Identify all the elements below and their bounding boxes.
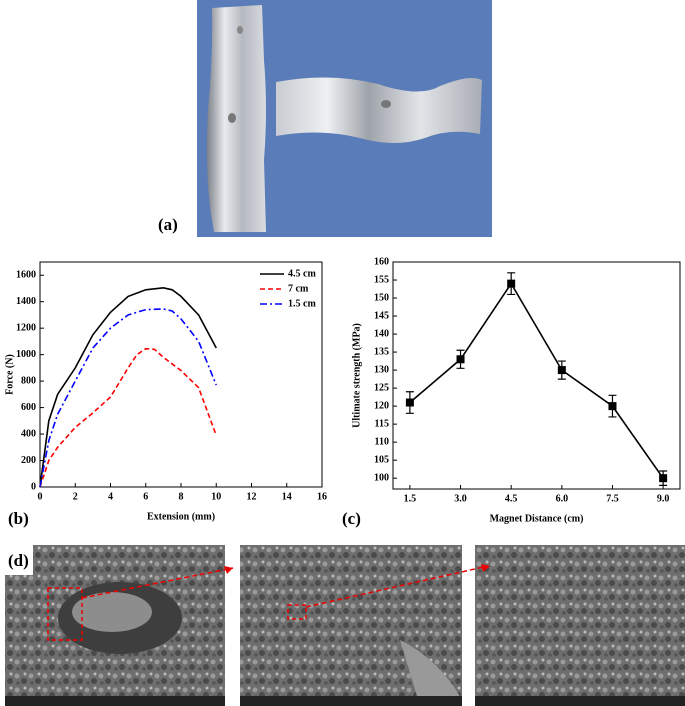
y-tick-label: 155 (374, 274, 389, 285)
x-tick-label: 1.5 (404, 493, 417, 504)
panel-label: (b) (8, 509, 29, 528)
x-axis-label: Extension (mm) (147, 511, 215, 522)
point (405, 398, 414, 407)
y-tick-label: 120 (374, 400, 389, 411)
y-tick-label: 145 (374, 310, 389, 321)
x-tick-label: 8 (179, 491, 184, 502)
sem-images (5, 545, 685, 706)
panel-label: (d) (8, 551, 29, 570)
x-tick-label: 16 (317, 491, 327, 502)
y-tick-label: 800 (21, 375, 36, 386)
y-tick-label: 100 (374, 472, 389, 483)
y-tick-label: 125 (374, 382, 389, 393)
y-tick-label: 150 (374, 292, 389, 303)
x-tick-label: 0 (38, 491, 43, 502)
x-tick-label: 9.0 (657, 493, 670, 504)
point (659, 474, 668, 483)
x-axis-label: Magnet Distance (cm) (490, 513, 584, 524)
legend-label: 4.5 cm (288, 268, 316, 279)
panel-label: (c) (342, 509, 361, 528)
x-tick-label: 10 (211, 491, 221, 502)
y-tick-label: 130 (374, 364, 389, 375)
y-tick-label: 1000 (16, 349, 36, 360)
y-tick-label: 160 (374, 256, 389, 267)
y-tick-label: 1400 (16, 296, 36, 307)
x-tick-label: 6.0 (556, 493, 569, 504)
plot-frame (392, 261, 681, 490)
point (557, 366, 566, 375)
y-tick-label: 115 (375, 418, 389, 429)
y-tick-label: 140 (374, 328, 389, 339)
y-tick-label: 110 (375, 436, 389, 447)
series-line (39, 347, 218, 488)
y-tick-label: 1600 (16, 270, 36, 281)
point (507, 279, 516, 288)
series-line (39, 308, 217, 488)
x-tick-label: 14 (282, 491, 292, 502)
y-tick-label: 400 (21, 428, 36, 439)
x-tick-label: 4.5 (505, 493, 518, 504)
series-line (39, 286, 217, 488)
y-tick-label: 105 (374, 454, 389, 465)
x-tick-label: 2 (73, 491, 78, 502)
y-tick-label: 1200 (16, 322, 36, 333)
x-tick-label: 4 (108, 491, 113, 502)
y-axis-label: Force (N) (4, 354, 15, 395)
point (608, 402, 617, 411)
y-tick-label: 600 (21, 402, 36, 413)
y-tick-label: 0 (31, 481, 36, 492)
photo (197, 0, 492, 237)
x-tick-label: 6 (143, 491, 148, 502)
y-axis-label: Ultimate strength (MPa) (351, 323, 362, 428)
y-tick-label: 200 (21, 455, 36, 466)
point (456, 355, 465, 364)
legend-label: 1.5 cm (288, 298, 316, 309)
panel-label: (a) (158, 215, 178, 234)
y-tick-label: 135 (374, 346, 389, 357)
x-tick-label: 7.5 (606, 493, 619, 504)
series-line (409, 282, 664, 479)
x-tick-label: 3.0 (454, 493, 467, 504)
legend-label: 7 cm (288, 283, 309, 294)
x-tick-label: 12 (247, 491, 257, 502)
